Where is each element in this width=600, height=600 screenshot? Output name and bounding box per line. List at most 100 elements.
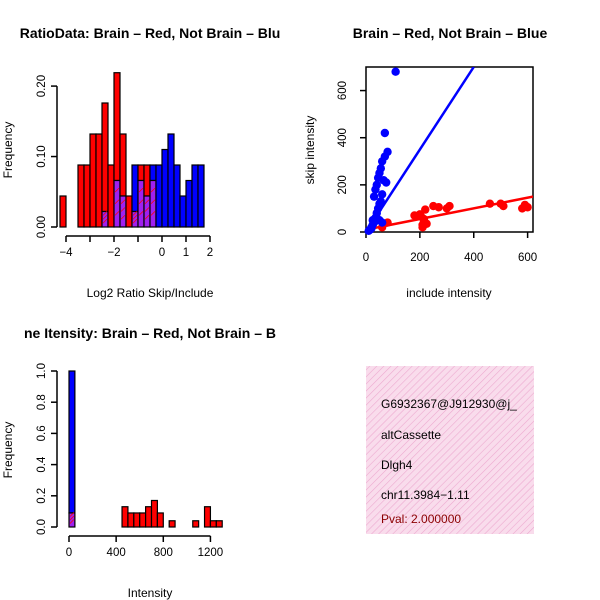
scatter-x-tick-label: 600 — [518, 252, 537, 264]
ratio-overlap-hatch — [114, 187, 120, 193]
ratio-overlap-hatch — [138, 199, 144, 205]
ratio-overlap-hatch — [144, 199, 150, 205]
intensity-y-tick-label: 0.6 — [36, 425, 48, 441]
scatter-fit-line-brain — [366, 195, 533, 231]
gene-name: Dlgh4 — [381, 458, 413, 472]
ratio-bar-not-brain — [179, 195, 187, 228]
ratio-bar-brain — [125, 195, 133, 228]
scatter-xlabel: include intensity — [406, 286, 491, 300]
scatter-x-tick-label: 400 — [464, 252, 483, 264]
ratio-bar-not-brain — [131, 164, 139, 213]
scatter-y-tick-label: 0 — [337, 229, 349, 235]
intensity-y-tick-label: 1.0 — [36, 363, 48, 379]
scatter-fit-line-not-brain — [366, 67, 475, 232]
ratio-overlap-hatch — [150, 199, 156, 205]
info-hatch — [366, 366, 534, 534]
ratio-overlap-hatch — [114, 211, 120, 216]
ratio-overlap-hatch — [114, 199, 120, 205]
genomic-location: chr11.3984−1.11 — [381, 488, 470, 502]
scatter-point-brain — [421, 205, 430, 214]
ratio-overlap-hatch — [138, 187, 144, 193]
ratio-overlap-hatch — [102, 214, 108, 220]
intensity-bar-brain — [145, 506, 153, 528]
scatter-point-not-brain — [382, 178, 391, 187]
ratio-x-tick-label: −2 — [107, 247, 120, 259]
intensity-bar-brain — [215, 520, 223, 528]
scatter-point-not-brain — [369, 192, 379, 201]
ratio-bar-brain — [143, 164, 151, 197]
ratio-bar-not-brain — [167, 133, 175, 228]
ratio-histogram-panel: RatioData: Brain – Red, Not Brain – Blu … — [1, 25, 280, 300]
intensity-bar-brain — [192, 520, 200, 528]
intensity-bar-brain — [168, 520, 176, 528]
scatter-point-brain — [434, 203, 443, 212]
scatter-point-not-brain — [391, 67, 400, 76]
ratio-bar-overlap — [137, 179, 145, 228]
event-id: G6932367@J912930@j_ — [381, 397, 517, 411]
intensity-bar-brain — [127, 512, 135, 528]
ratio-y-tick-label: 0.10 — [36, 145, 48, 167]
scatter-x-tick-label: 0 — [363, 252, 369, 264]
intensity-bar-brain — [150, 499, 158, 528]
ratio-bar-not-brain — [149, 164, 157, 182]
intensity-overlap-hatch — [69, 519, 75, 524]
intensity-overlap-hatch — [69, 512, 75, 517]
intensity-y-tick-label: 0.2 — [36, 488, 48, 504]
ratio-x-tick-label: 0 — [159, 247, 165, 259]
intensity-histogram-title: ne Itensity: Brain – Red, Not Brain – B — [24, 325, 276, 341]
intensity-histogram-ylabel: Frequency — [1, 422, 15, 479]
scatter-axes: 0 200 400 600 0 200 400 600 — [337, 66, 537, 264]
scatter-y-tick-label: 600 — [337, 81, 349, 100]
scatter-point-not-brain — [376, 164, 386, 173]
ratio-x-tick-label: 1 — [183, 247, 189, 259]
intensity-y-tick-label: 0.8 — [36, 394, 48, 410]
ratio-overlap-hatch — [120, 214, 126, 220]
intensity-bar-brain — [139, 512, 147, 528]
ratio-bar-brain — [107, 164, 115, 228]
ratio-bar-brain — [95, 133, 103, 228]
ratio-x-tick-label: −4 — [59, 247, 73, 259]
ratio-bar-brain — [119, 133, 127, 197]
intensity-overlap-hatch — [69, 515, 75, 521]
scatter-point-not-brain — [367, 223, 376, 232]
intensity-bar-brain — [133, 512, 141, 528]
ratio-overlap-hatch — [102, 211, 108, 216]
scatter-y-tick-label: 200 — [337, 175, 349, 194]
ratio-overlap-hatch — [144, 207, 150, 212]
ratio-bar-brain — [89, 133, 97, 228]
ratio-bar-brain — [101, 102, 109, 213]
scatter-points — [364, 67, 532, 236]
intensity-bar-brain — [156, 512, 164, 528]
ratio-bar-brain — [77, 164, 85, 228]
intensity-histogram-xlabel: Intensity — [128, 586, 173, 600]
ratio-overlap-hatch — [132, 214, 138, 220]
ratio-histogram-bars — [59, 72, 205, 228]
scatter-point-not-brain — [380, 128, 390, 138]
pvalue: Pval: 2.000000 — [381, 512, 461, 526]
scatter-point-brain — [410, 211, 419, 220]
ratio-histogram-title: RatioData: Brain – Red, Not Brain – Blu — [20, 25, 281, 41]
scatter-point-brain — [520, 200, 530, 210]
scatter-y-tick-label: 400 — [337, 128, 349, 147]
scatter-x-tick-label: 200 — [410, 252, 429, 264]
scatter-ylabel: skip intensity — [303, 116, 317, 185]
intensity-x-tick-label: 1200 — [198, 547, 224, 559]
intensity-bar-not-brain — [68, 370, 76, 514]
scatter-fit-lines — [366, 67, 533, 232]
ratio-bar-not-brain — [173, 164, 181, 228]
ratio-overlap-hatch — [150, 187, 156, 193]
intensity-bar-brain — [209, 520, 217, 528]
ratio-overlap-hatch — [132, 211, 138, 216]
intensity-histogram-bars — [68, 370, 223, 528]
intensity-x-tick-label: 800 — [154, 547, 173, 559]
ratio-bar-brain — [83, 164, 91, 228]
ratio-bar-overlap — [113, 179, 121, 228]
scatter-point-brain — [445, 201, 454, 211]
ratio-histogram-ylabel: Frequency — [1, 122, 15, 179]
ratio-bar-not-brain — [161, 148, 169, 228]
ratio-histogram-xlabel: Log2 Ratio Skip/Include — [87, 286, 214, 300]
ratio-bar-overlap — [143, 195, 151, 228]
ratio-bar-brain — [59, 195, 67, 228]
ratio-overlap-hatch — [138, 211, 144, 216]
